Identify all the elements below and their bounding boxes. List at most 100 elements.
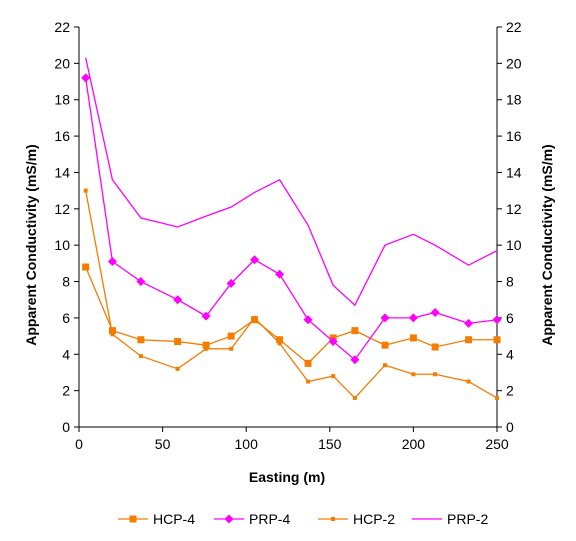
x-axis-title: Easting (m) [249, 469, 325, 485]
data-point-prp-4 [380, 313, 390, 323]
series-prp-2 [85, 57, 498, 307]
data-point-prp-4 [201, 311, 211, 321]
data-point-hcp-4 [276, 336, 284, 344]
data-point-hcp-2 [277, 341, 282, 346]
x-tick-label: 50 [155, 436, 171, 452]
y-tick-label-left: 2 [62, 383, 70, 399]
data-point-hcp-2 [175, 366, 180, 371]
data-point-prp-4 [350, 355, 360, 365]
data-point-prp-4 [303, 315, 313, 325]
y-tick-label-right: 14 [506, 164, 522, 180]
data-point-hcp-2 [138, 354, 143, 359]
data-point-hcp-4 [465, 336, 473, 344]
legend-label: HCP-2 [353, 511, 395, 527]
data-point-prp-4 [226, 278, 236, 288]
y-tick-label-left: 10 [54, 237, 70, 253]
series-layer [81, 57, 502, 400]
data-point-prp-4 [81, 73, 91, 83]
data-point-hcp-4 [381, 341, 389, 349]
data-point-prp-4 [328, 337, 338, 347]
x-tick-label: 250 [485, 436, 509, 452]
data-point-hcp-4 [82, 263, 90, 271]
data-point-hcp-2 [229, 346, 234, 351]
data-point-prp-4 [136, 277, 146, 287]
data-point-hcp-2 [495, 395, 499, 400]
y-tick-label-right: 12 [506, 201, 522, 217]
y-tick-label-left: 0 [62, 419, 70, 435]
series-line-hcp-4 [85, 266, 497, 365]
y-tick-label-right: 18 [506, 92, 522, 108]
legend-label: PRP-2 [447, 511, 488, 527]
legend-item-hcp-4: HCP-4 [118, 511, 195, 527]
y-tick-label-left: 14 [54, 164, 70, 180]
y-tick-label-left: 16 [54, 128, 70, 144]
data-point-hcp-4 [351, 327, 359, 335]
legend-swatch-marker [331, 517, 335, 521]
data-point-hcp-2 [382, 363, 387, 368]
series-hcp-4 [82, 263, 501, 367]
series-line-prp-2 [85, 57, 498, 307]
y-tick-label-left: 18 [54, 92, 70, 108]
legend: HCP-4 PRP-4 HCP-2 PRP-2 [118, 511, 488, 527]
data-point-hcp-4 [227, 332, 235, 340]
y-tick-label-left: 20 [54, 55, 70, 71]
x-tick-label: 100 [235, 436, 259, 452]
y-tick-label-right: 22 [506, 19, 522, 35]
y-tick-label-right: 0 [506, 419, 514, 435]
legend-swatch-marker [224, 514, 234, 524]
y-axis-title-right: Apparent Conductivity (mS/m) [539, 144, 555, 345]
legend-item-hcp-2: HCP-2 [318, 511, 395, 527]
y-tick-label-left: 12 [54, 201, 70, 217]
data-point-hcp-2 [331, 374, 336, 379]
data-point-prp-4 [107, 257, 117, 267]
data-point-hcp-4 [202, 341, 210, 349]
x-tick-label: 200 [402, 436, 426, 452]
data-point-prp-4 [275, 269, 285, 279]
data-point-hcp-2 [252, 315, 257, 320]
y-tick-label-left: 22 [54, 19, 70, 35]
data-point-prp-4 [408, 313, 418, 323]
y-tick-label-left: 6 [62, 310, 70, 326]
y-tick-label-right: 8 [506, 274, 514, 290]
y-tick-label-left: 8 [62, 274, 70, 290]
legend-label: PRP-4 [249, 511, 290, 527]
data-point-hcp-4 [174, 338, 182, 346]
series-line-prp-4 [85, 77, 498, 361]
legend-item-prp-4: PRP-4 [214, 511, 290, 527]
data-point-hcp-2 [110, 332, 115, 337]
y-tick-label-right: 16 [506, 128, 522, 144]
data-point-hcp-2 [466, 379, 471, 384]
legend-swatch-marker [129, 515, 137, 523]
data-point-hcp-2 [306, 379, 311, 384]
x-tick-label: 0 [75, 436, 83, 452]
data-point-hcp-2 [83, 188, 88, 193]
data-point-prp-4 [430, 307, 440, 317]
data-point-hcp-4 [409, 334, 417, 342]
data-point-prp-4 [464, 318, 474, 328]
data-point-hcp-2 [204, 346, 209, 351]
data-point-hcp-4 [304, 359, 312, 367]
data-point-hcp-4 [108, 327, 116, 335]
series-line-hcp-2 [85, 190, 498, 399]
y-tick-label-right: 4 [506, 346, 514, 362]
data-point-prp-4 [492, 315, 502, 325]
data-point-prp-4 [173, 295, 183, 305]
data-point-hcp-2 [433, 372, 438, 377]
y-tick-label-right: 10 [506, 237, 522, 253]
series-hcp-2 [83, 188, 499, 400]
y-tick-label-right: 20 [506, 55, 522, 71]
y-tick-label-right: 2 [506, 383, 514, 399]
data-point-prp-4 [250, 255, 260, 265]
series-prp-4 [81, 73, 502, 365]
y-tick-label-left: 4 [62, 346, 70, 362]
legend-item-prp-2: PRP-2 [412, 511, 488, 527]
data-point-hcp-4 [493, 336, 501, 344]
data-point-hcp-2 [352, 395, 357, 400]
x-tick-label: 150 [318, 436, 342, 452]
data-point-hcp-2 [411, 372, 416, 377]
data-point-hcp-4 [431, 343, 439, 351]
data-point-hcp-4 [137, 336, 145, 344]
